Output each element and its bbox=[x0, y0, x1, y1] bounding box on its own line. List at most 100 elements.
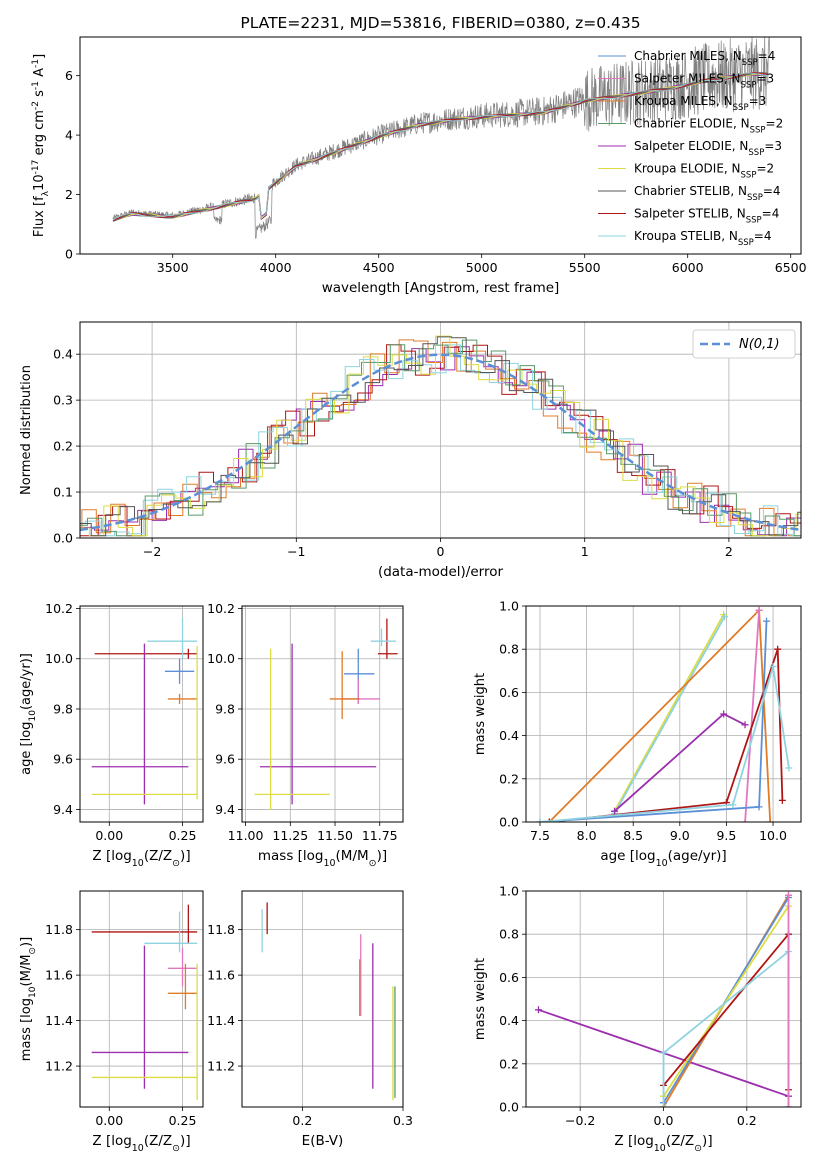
y-axis-label: mass weight bbox=[473, 673, 488, 755]
weight-marker bbox=[545, 818, 553, 822]
grid-lines bbox=[80, 891, 203, 1107]
legend: N(0,1) bbox=[692, 329, 796, 359]
axes-frame bbox=[79, 36, 802, 255]
plot-area bbox=[535, 891, 792, 1107]
y-tick-label: 9.8 bbox=[215, 701, 235, 716]
x-tick-label: 6000 bbox=[672, 260, 704, 275]
x-axis-label: wavelength [Angstrom, rest frame] bbox=[322, 280, 560, 296]
legend-entry: Kroupa STELIB, NSSP=4 bbox=[634, 229, 772, 248]
y-tick-label: 0.0 bbox=[53, 531, 73, 546]
weight-marker bbox=[763, 617, 771, 625]
y-tick-label: 0.4 bbox=[499, 728, 519, 743]
x-tick-label: 0.0 bbox=[654, 1113, 674, 1128]
x-tick-label: 6500 bbox=[775, 260, 807, 275]
x-tick-label: 11.50 bbox=[317, 828, 353, 843]
y-tick-label: 0.2 bbox=[499, 771, 519, 786]
x-tick-label: 11.00 bbox=[228, 828, 264, 843]
y-tick-label: 10.0 bbox=[45, 651, 73, 666]
x-tick-label: 0.2 bbox=[292, 1113, 312, 1128]
model-spectrum bbox=[112, 72, 769, 222]
y-tick-label: 0 bbox=[65, 247, 73, 262]
model-spectrum bbox=[112, 72, 769, 220]
data-spectrum bbox=[112, 37, 771, 239]
legend-entry: Salpeter ELODIE, NSSP=3 bbox=[634, 139, 782, 158]
y-tick-label: 0.4 bbox=[53, 347, 73, 362]
y-tick-label: 9.6 bbox=[53, 752, 73, 767]
errorbar-point bbox=[91, 963, 198, 1101]
y-tick-label: 0.6 bbox=[499, 970, 519, 985]
y-axis-label: Normed distribution bbox=[19, 365, 34, 495]
legend-entry: Chabrier STELIB, NSSP=4 bbox=[634, 184, 781, 203]
plot-area bbox=[91, 904, 198, 1101]
panel-5: 7.5 8.0 8.5 9.0 9.5 10.0 0.0 0.2 0.4 0.6 0.8 1.0 age… bbox=[473, 599, 802, 869]
y-axis-label: age [log10(age/yr)] bbox=[19, 653, 38, 775]
y-tick-label: 4 bbox=[65, 128, 73, 143]
errorbar-point bbox=[167, 947, 198, 987]
x-tick-label: 7.5 bbox=[530, 828, 550, 843]
y-axis-label: Flux [fλ10-17 erg cm-2 s-1 A-1] bbox=[31, 54, 51, 237]
x-tick-label: 10.0 bbox=[759, 828, 787, 843]
weight-series bbox=[744, 610, 760, 822]
y-tick-label: 11.6 bbox=[207, 968, 235, 983]
x-tick-label: 8.0 bbox=[577, 828, 597, 843]
y-tick-label: 0.2 bbox=[53, 439, 73, 454]
axes-frame bbox=[79, 890, 204, 1108]
chart-title: PLATE=2231, MJD=53816, FIBERID=0380, z=0… bbox=[240, 14, 640, 32]
x-tick-label: 0.3 bbox=[393, 1113, 413, 1128]
panel-8: −0.2 0.0 0.2 0.0 0.2 0.4 0.6 0.8 1.0 Z [log10(Z/Z… bbox=[473, 884, 802, 1154]
errorbar-point bbox=[377, 618, 398, 659]
x-tick-label: 3500 bbox=[157, 260, 189, 275]
errorbar-point bbox=[342, 678, 380, 704]
x-tick-label: −0.2 bbox=[565, 1113, 595, 1128]
x-tick-label: 11.25 bbox=[272, 828, 308, 843]
errorbar-point bbox=[370, 628, 396, 647]
y-tick-label: 0.4 bbox=[499, 1013, 519, 1028]
y-tick-label: 11.6 bbox=[45, 968, 73, 983]
legend-entry: Salpeter STELIB, NSSP=4 bbox=[634, 207, 779, 226]
weight-marker bbox=[721, 613, 729, 621]
x-tick-label: 4500 bbox=[363, 260, 395, 275]
weight-marker bbox=[729, 801, 737, 809]
errorbar-point bbox=[164, 658, 195, 684]
x-tick-label: 1 bbox=[581, 544, 589, 559]
x-axis-label: mass [log10(M/M⊙)] bbox=[258, 848, 387, 869]
x-tick-label: 4000 bbox=[260, 260, 292, 275]
plot-area bbox=[80, 335, 801, 537]
legend-box bbox=[692, 329, 796, 359]
y-tick-label: 0.6 bbox=[499, 685, 519, 700]
weight-marker bbox=[755, 803, 763, 811]
weight-marker bbox=[741, 818, 749, 822]
errorbar-point bbox=[167, 693, 198, 704]
x-tick-label: 8.5 bbox=[623, 828, 643, 843]
weight-marker bbox=[778, 796, 786, 804]
histogram-series bbox=[80, 346, 801, 537]
y-tick-label: 9.6 bbox=[215, 752, 235, 767]
weight-marker bbox=[741, 721, 749, 729]
x-tick-label: 2 bbox=[725, 544, 733, 559]
legend: Chabrier MILES, NSSP=4 Salpeter MILES, NS… bbox=[598, 49, 783, 248]
legend-entry: Salpeter MILES, NSSP=3 bbox=[634, 72, 774, 91]
plot-area bbox=[261, 902, 396, 1101]
weight-marker bbox=[536, 818, 544, 822]
x-axis-label: E(B-V) bbox=[302, 1133, 344, 1149]
y-tick-label: 0.8 bbox=[499, 927, 519, 942]
y-axis-label: mass weight bbox=[473, 958, 488, 1040]
errorbar-point bbox=[167, 963, 198, 1010]
x-tick-label: 0 bbox=[437, 544, 445, 559]
y-tick-label: 0.2 bbox=[499, 1056, 519, 1071]
x-tick-label: 9.5 bbox=[716, 828, 736, 843]
errorbar-point bbox=[94, 648, 198, 659]
axes-frame bbox=[241, 605, 404, 823]
panel-4: 11.00 11.25 11.50 11.75 9.4 9.6 9.8 10.0 10.2 mas… bbox=[207, 601, 404, 869]
x-tick-label: 5500 bbox=[569, 260, 601, 275]
weight-marker bbox=[785, 891, 792, 899]
x-tick-label: 0.2 bbox=[737, 1113, 757, 1128]
weight-marker bbox=[660, 1103, 667, 1107]
errorbar-point bbox=[343, 648, 375, 704]
y-tick-label: 9.4 bbox=[53, 802, 73, 817]
x-axis-label: age [log10(age/yr)] bbox=[600, 848, 726, 869]
weight-series bbox=[662, 949, 790, 1107]
errorbar-point bbox=[91, 643, 189, 805]
errorbar-point bbox=[144, 911, 198, 953]
y-tick-label: 9.4 bbox=[215, 802, 235, 817]
